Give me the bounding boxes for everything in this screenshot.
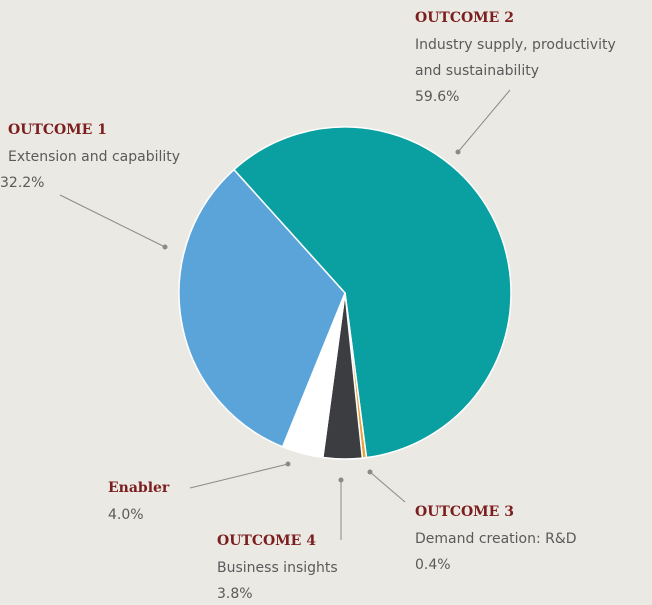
leader-dot: [162, 244, 168, 250]
slice-name: OUTCOME 1: [8, 122, 107, 138]
value-label: 32.2%: [0, 175, 44, 191]
slice-description: Demand creation: R&D: [415, 531, 577, 547]
leader-line: [189, 463, 289, 489]
slice-description: Business insights: [217, 560, 338, 576]
value-label: 0.4%: [415, 557, 451, 573]
slice-description: and sustainability: [415, 63, 539, 79]
leader-dot: [338, 477, 344, 483]
leader-dot: [285, 461, 291, 467]
slice-name: OUTCOME 3: [415, 504, 514, 520]
value-label: 3.8%: [217, 586, 253, 602]
slice-description: Extension and capability: [8, 149, 180, 165]
pie-slice: [232, 126, 512, 459]
value-label: 4.0%: [108, 507, 144, 523]
leader-dot: [367, 469, 373, 475]
pie-slice: [178, 168, 346, 448]
leader-line: [457, 89, 511, 153]
slice-name: OUTCOME 4: [217, 533, 316, 549]
leader-line: [59, 194, 166, 248]
slice-name: OUTCOME 2: [415, 10, 514, 26]
leader-dot: [455, 149, 461, 155]
slice-name: Enabler: [108, 480, 170, 496]
value-label: 59.6%: [415, 89, 459, 105]
slice-description: Industry supply, productivity: [415, 37, 616, 53]
leader-line: [369, 471, 406, 503]
